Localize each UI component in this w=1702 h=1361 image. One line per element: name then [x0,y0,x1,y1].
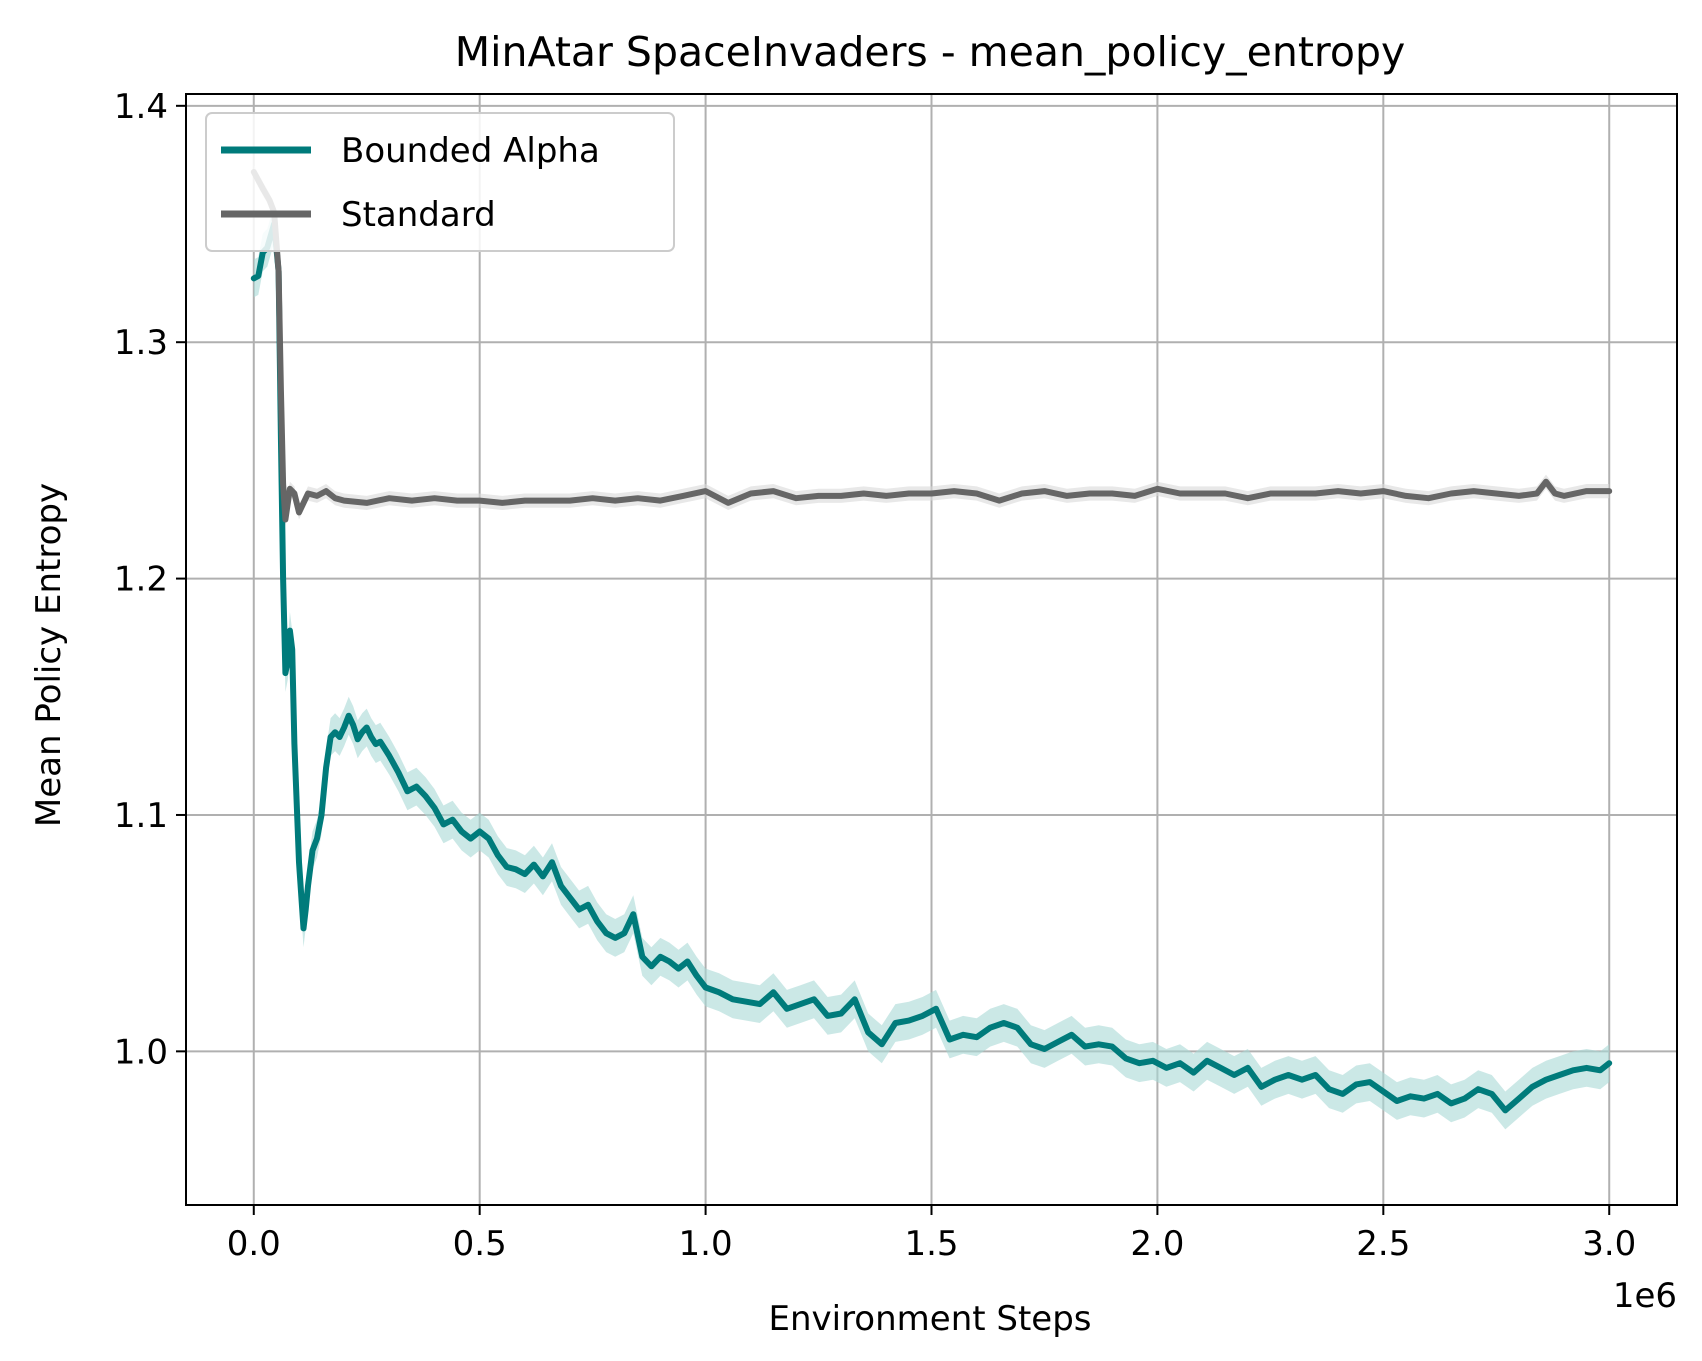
line-layer [250,169,1613,1114]
y-tick-label: 1.2 [114,560,168,600]
y-tick-label: 1.4 [114,87,168,127]
x-tick-label: 2.5 [1356,1224,1410,1264]
legend-label-standard: Standard [341,195,496,235]
series-line-standard [250,169,1613,523]
y-tick-label: 1.1 [114,796,168,836]
y-tick-label: 1.3 [114,323,168,363]
tick-layer: 0.0 0.5 1.0 1.5 2.0 2.5 3.0 1.0 1.1 1.2 1.3 1.4 [114,87,1636,1264]
x-axis-label: Environment Steps [768,1299,1091,1339]
x-tick-label: 1.5 [904,1224,958,1264]
series-line-bounded-alpha [250,221,1613,1114]
y-tick-label: 1.0 [114,1032,168,1072]
legend-box [205,112,675,252]
y-axis-label: Mean Policy Entropy [29,483,69,827]
x-tick-label: 0.0 [227,1224,281,1264]
x-tick-label: 0.5 [453,1224,507,1264]
x-offset-label: 1e6 [1613,1276,1677,1316]
x-tick-label: 3.0 [1582,1224,1636,1264]
band-bounded-alpha [253,205,1610,1130]
x-tick-label: 1.0 [679,1224,733,1264]
legend: Bounded Alpha Standard [205,112,675,252]
legend-label-bounded-alpha: Bounded Alpha [341,131,600,171]
x-tick-label: 2.0 [1130,1224,1184,1264]
chart-title: MinAtar SpaceInvaders - mean_policy_entr… [455,28,1406,76]
